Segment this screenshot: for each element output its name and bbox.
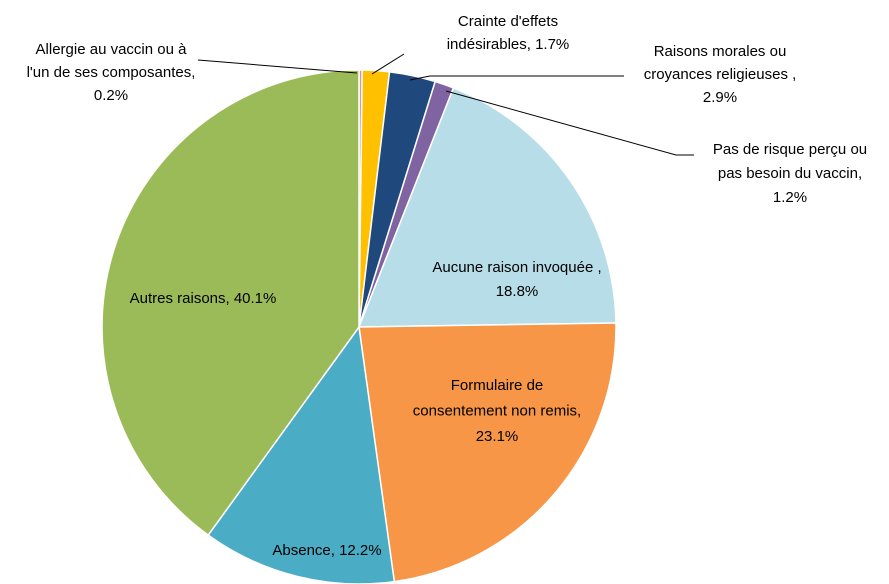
- data-label: 18.8%: [496, 283, 539, 300]
- leader-line: [197, 59, 358, 74]
- leader-lines: [197, 53, 694, 156]
- data-label: 1.2%: [773, 189, 807, 206]
- data-label: croyances religieuses ,: [644, 66, 797, 83]
- data-label: 23.1%: [476, 428, 519, 445]
- data-label: Allergie au vaccin ou à: [36, 41, 188, 58]
- data-label: Formulaire de: [451, 377, 544, 394]
- pie-slice: [101, 69, 360, 537]
- leader-line: [445, 90, 694, 156]
- leader-line: [371, 53, 405, 75]
- data-label: Raisons morales ou: [654, 43, 787, 60]
- leader-line: [409, 75, 624, 81]
- data-label: Aucune raison invoquée ,: [432, 259, 601, 276]
- data-label: Absence, 12.2%: [272, 542, 381, 559]
- data-label: 0.2%: [94, 87, 128, 104]
- pie-slice: [358, 322, 617, 583]
- data-label: Crainte d'effets: [458, 13, 558, 30]
- data-label: consentement non remis,: [413, 402, 581, 419]
- pie-slice: [207, 325, 396, 584]
- data-label: indésirables, 1.7%: [447, 36, 570, 53]
- data-label: l'un de ses composantes,: [27, 64, 196, 81]
- data-label: 2.9%: [703, 89, 737, 106]
- pie: [101, 69, 617, 584]
- data-label: Autres raisons, 40.1%: [130, 290, 277, 307]
- data-label: pas besoin du vaccin,: [718, 165, 862, 182]
- pie-slice: [357, 87, 617, 328]
- data-label: Pas de risque perçu ou: [713, 141, 867, 158]
